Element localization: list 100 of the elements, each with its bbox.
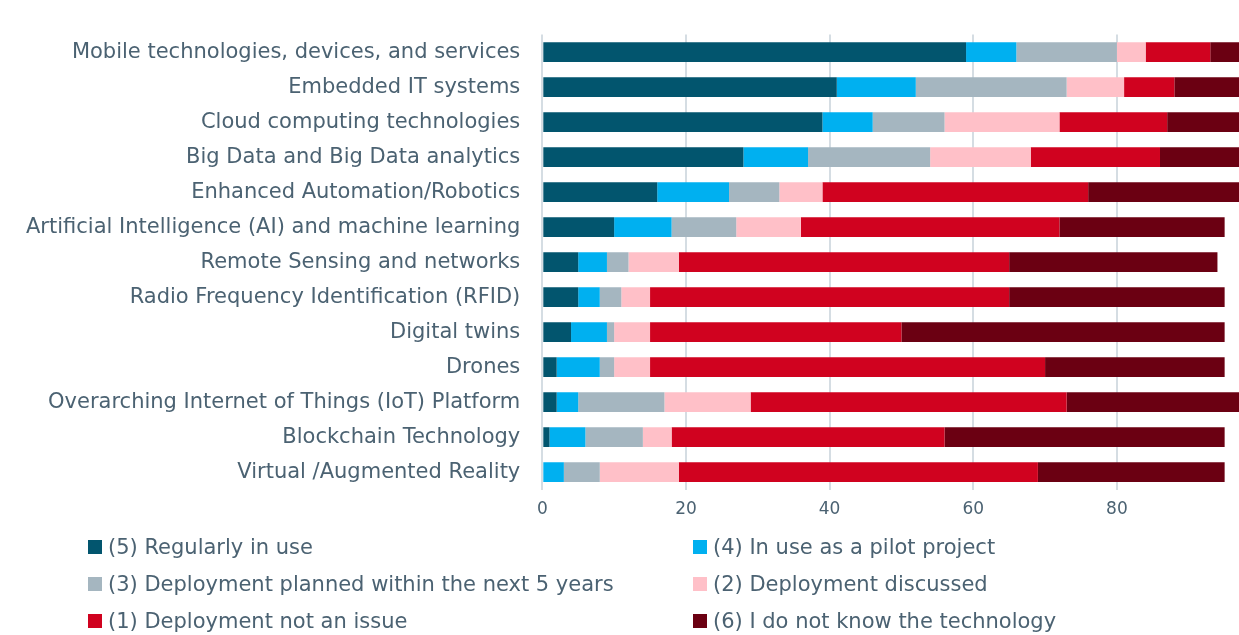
bar bbox=[1059, 112, 1168, 132]
bar bbox=[543, 287, 579, 307]
bar bbox=[736, 217, 801, 237]
bar bbox=[650, 357, 1046, 377]
bar bbox=[822, 112, 873, 132]
bar bbox=[606, 322, 615, 342]
bar bbox=[1066, 77, 1125, 97]
bar bbox=[1210, 42, 1239, 62]
legend-label: (6) I do not know the technology bbox=[713, 609, 1057, 633]
bar bbox=[599, 287, 622, 307]
bar bbox=[563, 462, 600, 482]
y-tick-label: Cloud computing technologies bbox=[200, 108, 521, 133]
y-tick-label: Overarching Internet of Things (IoT) Platform bbox=[48, 388, 521, 413]
bar bbox=[664, 392, 751, 412]
y-tick-label: Blockchain Technology bbox=[282, 423, 521, 448]
y-tick-label: Big Data and Big Data analytics bbox=[186, 143, 521, 168]
bar bbox=[614, 322, 651, 342]
bar bbox=[822, 182, 1089, 202]
bar bbox=[1030, 147, 1160, 167]
bar bbox=[836, 77, 916, 97]
bar bbox=[578, 252, 607, 272]
bar bbox=[1088, 182, 1239, 202]
bar bbox=[549, 427, 586, 447]
bar bbox=[1167, 112, 1239, 132]
bar bbox=[543, 217, 615, 237]
bar bbox=[543, 427, 550, 447]
bar bbox=[1009, 287, 1225, 307]
bar bbox=[657, 182, 730, 202]
bar bbox=[543, 77, 837, 97]
bar bbox=[543, 462, 564, 482]
bar bbox=[578, 392, 665, 412]
y-tick-label: Virtual /Augmented Reality bbox=[237, 458, 521, 483]
bar bbox=[1016, 42, 1117, 62]
bar bbox=[1045, 357, 1225, 377]
legend-label: (4) In use as a pilot project bbox=[713, 535, 996, 559]
bar bbox=[621, 287, 651, 307]
bar bbox=[750, 392, 1067, 412]
bar bbox=[1145, 42, 1211, 62]
bar bbox=[1159, 147, 1239, 167]
bar bbox=[915, 77, 1067, 97]
bar bbox=[944, 112, 1060, 132]
bar bbox=[944, 427, 1225, 447]
bar bbox=[1116, 42, 1146, 62]
legend-label: (5) Regularly in use bbox=[108, 535, 313, 559]
bar bbox=[543, 42, 967, 62]
bar bbox=[543, 252, 579, 272]
bar bbox=[614, 357, 651, 377]
bar bbox=[671, 427, 945, 447]
y-tick-label: Embedded IT systems bbox=[288, 73, 521, 98]
bar bbox=[606, 252, 629, 272]
y-tick-label: Enhanced Automation/Robotics bbox=[191, 178, 521, 203]
bar bbox=[614, 217, 672, 237]
legend-label: (2) Deployment discussed bbox=[713, 572, 988, 596]
x-tick-label: 80 bbox=[1106, 498, 1128, 519]
bar bbox=[779, 182, 823, 202]
bar bbox=[966, 42, 1017, 62]
bar bbox=[678, 462, 1038, 482]
bar bbox=[800, 217, 1060, 237]
bar bbox=[1037, 462, 1225, 482]
bar bbox=[1066, 392, 1239, 412]
bar bbox=[599, 462, 679, 482]
y-tick-label: Artificial Intelligence (AI) and machine learning bbox=[26, 213, 521, 238]
bar bbox=[578, 287, 600, 307]
x-tick-label: 20 bbox=[675, 498, 697, 519]
legend-label: (1) Deployment not an issue bbox=[108, 609, 408, 633]
bar bbox=[556, 357, 600, 377]
bar bbox=[650, 287, 1010, 307]
bar bbox=[543, 182, 658, 202]
bar bbox=[671, 217, 737, 237]
y-tick-label: Digital twins bbox=[390, 318, 521, 343]
y-tick-label: Drones bbox=[445, 353, 521, 378]
x-tick-label: 0 bbox=[536, 498, 548, 519]
y-tick-label: Mobile technologies, devices, and services bbox=[71, 38, 521, 63]
bar bbox=[650, 322, 902, 342]
bar bbox=[585, 427, 643, 447]
bar bbox=[556, 392, 579, 412]
bar bbox=[743, 147, 809, 167]
y-tick-label: Radio Frequency Identification (RFID) bbox=[129, 283, 521, 308]
bar bbox=[543, 322, 572, 342]
bar bbox=[872, 112, 945, 132]
bar bbox=[1059, 217, 1225, 237]
bar bbox=[543, 357, 557, 377]
bar bbox=[543, 112, 823, 132]
x-tick-label: 60 bbox=[962, 498, 985, 519]
bar bbox=[1124, 77, 1175, 97]
bar bbox=[808, 147, 931, 167]
bar bbox=[1009, 252, 1218, 272]
bar bbox=[599, 357, 615, 377]
bar bbox=[678, 252, 1010, 272]
bar bbox=[901, 322, 1225, 342]
bar bbox=[571, 322, 607, 342]
bar bbox=[930, 147, 1031, 167]
legend-label: (3) Deployment planned within the next 5 years bbox=[108, 572, 614, 596]
y-tick-label: Remote Sensing and networks bbox=[200, 248, 521, 273]
bar bbox=[1174, 77, 1239, 97]
bar bbox=[543, 147, 744, 167]
bar bbox=[628, 252, 679, 272]
bar bbox=[543, 392, 557, 412]
x-tick-label: 40 bbox=[818, 498, 841, 519]
bar bbox=[729, 182, 780, 202]
